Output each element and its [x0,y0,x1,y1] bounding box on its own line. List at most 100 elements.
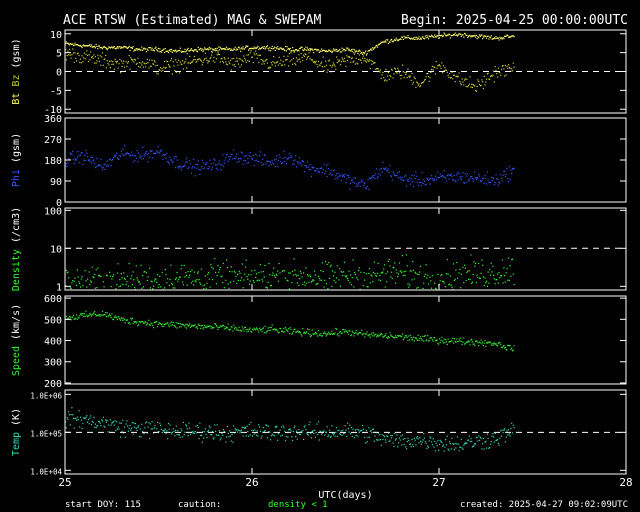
density-data-point [120,285,122,287]
temp-data-point [240,430,242,432]
phi-data-point [305,164,307,167]
mag-data-point [380,77,382,79]
speed-frame [64,295,627,385]
density-data-point [370,274,372,276]
phi-data-point [374,178,376,180]
mag-data-point [433,66,435,68]
speed-data-point [361,329,363,331]
temp-data-point [428,440,430,442]
speed-data-point [504,346,506,348]
phi-data-point [389,165,391,167]
phi-data-point [185,161,187,163]
mag-data-point [109,47,111,49]
temp-data-point [448,449,450,451]
temp-data-point [389,439,391,441]
mag-data-point [160,50,162,53]
temp-data-point [463,444,465,446]
speed-data-point [216,326,218,328]
phi-data-point [443,170,445,172]
speed-data-point [395,336,397,338]
density-data-point [170,264,172,266]
speed-data-point [314,333,316,335]
speed-data-point [250,330,252,332]
temp-data-point [169,424,171,426]
mag-data-point [464,79,466,81]
mag-data-point [167,51,170,54]
density-data-point [292,274,294,276]
mag-data-point [488,38,490,40]
density-data-point [154,278,156,280]
density-data-point [223,287,225,289]
mag-data-point [250,47,252,49]
temp-data-point [478,435,480,437]
mag-data-point [217,50,219,52]
temp-data-point [510,427,512,429]
mag-data-point [273,56,275,58]
speed-data-point [146,322,148,324]
speed-data-point [426,339,428,341]
phi-data-point [323,163,325,165]
temp-data-point [460,446,462,448]
phi-data-point [504,175,506,178]
temp-data-point [420,440,422,442]
mag-data-point [100,47,102,49]
mag-data-point [84,45,86,47]
mag-data-point [134,49,137,51]
mag-data-point [426,73,428,75]
speed-data-point [266,330,268,332]
mag-data-point [108,46,110,48]
mag-data-point [193,49,195,51]
mag-data-point [290,50,292,52]
density-data-point [404,274,406,276]
mag-data-point [475,36,477,38]
density-data-point [84,270,86,272]
phi-data-point [418,178,420,180]
phi-data-point [353,177,355,179]
phi-data-point [259,155,261,157]
temp-data-point [473,444,475,446]
temp-data-point [124,436,126,438]
temp-data-point [459,446,461,448]
speed-data-point [500,346,503,348]
speed-data-point [105,315,107,318]
temp-data-point [215,430,217,432]
mag-data-point [358,54,360,56]
speed-data-point [431,339,433,341]
mag-data-point [312,60,314,62]
mag-data-point [352,48,354,50]
temp-data-point [92,421,94,424]
mag-data-point [339,59,341,61]
phi-data-point [499,182,501,184]
phi-data-point [227,160,229,162]
phi-data-point [134,155,137,157]
mag-data-point [416,81,418,83]
speed-data-point [209,325,211,327]
phi-data-point [113,155,115,157]
mag-data-point [193,55,195,58]
mag-data-point [468,83,470,85]
mag-data-point [472,34,474,37]
density-data-point [431,275,433,277]
speed-data-point [182,323,184,325]
density-data-point [482,264,484,266]
mag-data-point [164,48,166,50]
temp-data-point [101,420,104,422]
speed-data-point [486,342,488,344]
mag-data-point [254,54,256,56]
speed-data-point [425,340,427,342]
temp-data-point [165,433,167,435]
temp-data-point [316,423,318,425]
mag-data-point [362,51,364,53]
speed-data-point [237,329,239,331]
mag-data-point [499,72,501,74]
density-data-point [217,265,219,267]
phi-data-point [487,179,489,181]
temp-data-point [360,430,362,432]
mag-data-point [237,49,239,51]
mag-data-point [79,58,82,60]
density-data-point [331,285,333,287]
mag-data-point [327,50,329,52]
mag-data-point [187,62,189,64]
mag-data-point [178,49,180,52]
